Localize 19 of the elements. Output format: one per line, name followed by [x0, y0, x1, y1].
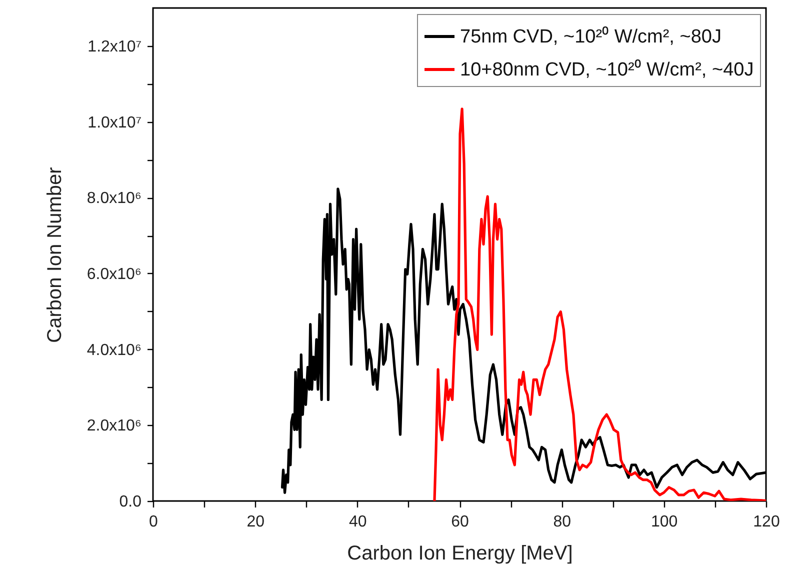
- y-tick-label: 6.0x10⁶: [86, 266, 142, 283]
- x-tick-label: 100: [650, 514, 678, 530]
- y-tick-label: 4.0x10⁶: [86, 342, 142, 359]
- x-tick-label: 120: [753, 514, 780, 530]
- x-tick-label: 60: [451, 514, 469, 530]
- x-tick-label: 80: [553, 514, 572, 530]
- y-tick-label: 8.0x10⁶: [86, 190, 142, 208]
- y-tick-label: 1.0x10⁷: [88, 114, 142, 132]
- x-tick-label: 40: [348, 514, 367, 530]
- legend-label: 75nm CVD, ~10²⁰ W/cm², ~80J: [460, 26, 722, 48]
- y-axis-title: Carbon Ion Number: [44, 166, 66, 343]
- line-series: [433, 108, 766, 501]
- x-axis-title: Carbon Ion Energy [MeV]: [347, 542, 573, 564]
- x-tick-label: 0: [149, 514, 158, 530]
- y-tick-label: 2.0x10⁶: [86, 418, 142, 435]
- y-tick-label: 1.2x10⁷: [88, 38, 142, 56]
- legend-label: 10+80nm CVD, ~10²⁰ W/cm², ~40J: [460, 58, 754, 80]
- y-tick-label: 0.0: [119, 494, 142, 510]
- x-tick-label: 20: [246, 514, 265, 530]
